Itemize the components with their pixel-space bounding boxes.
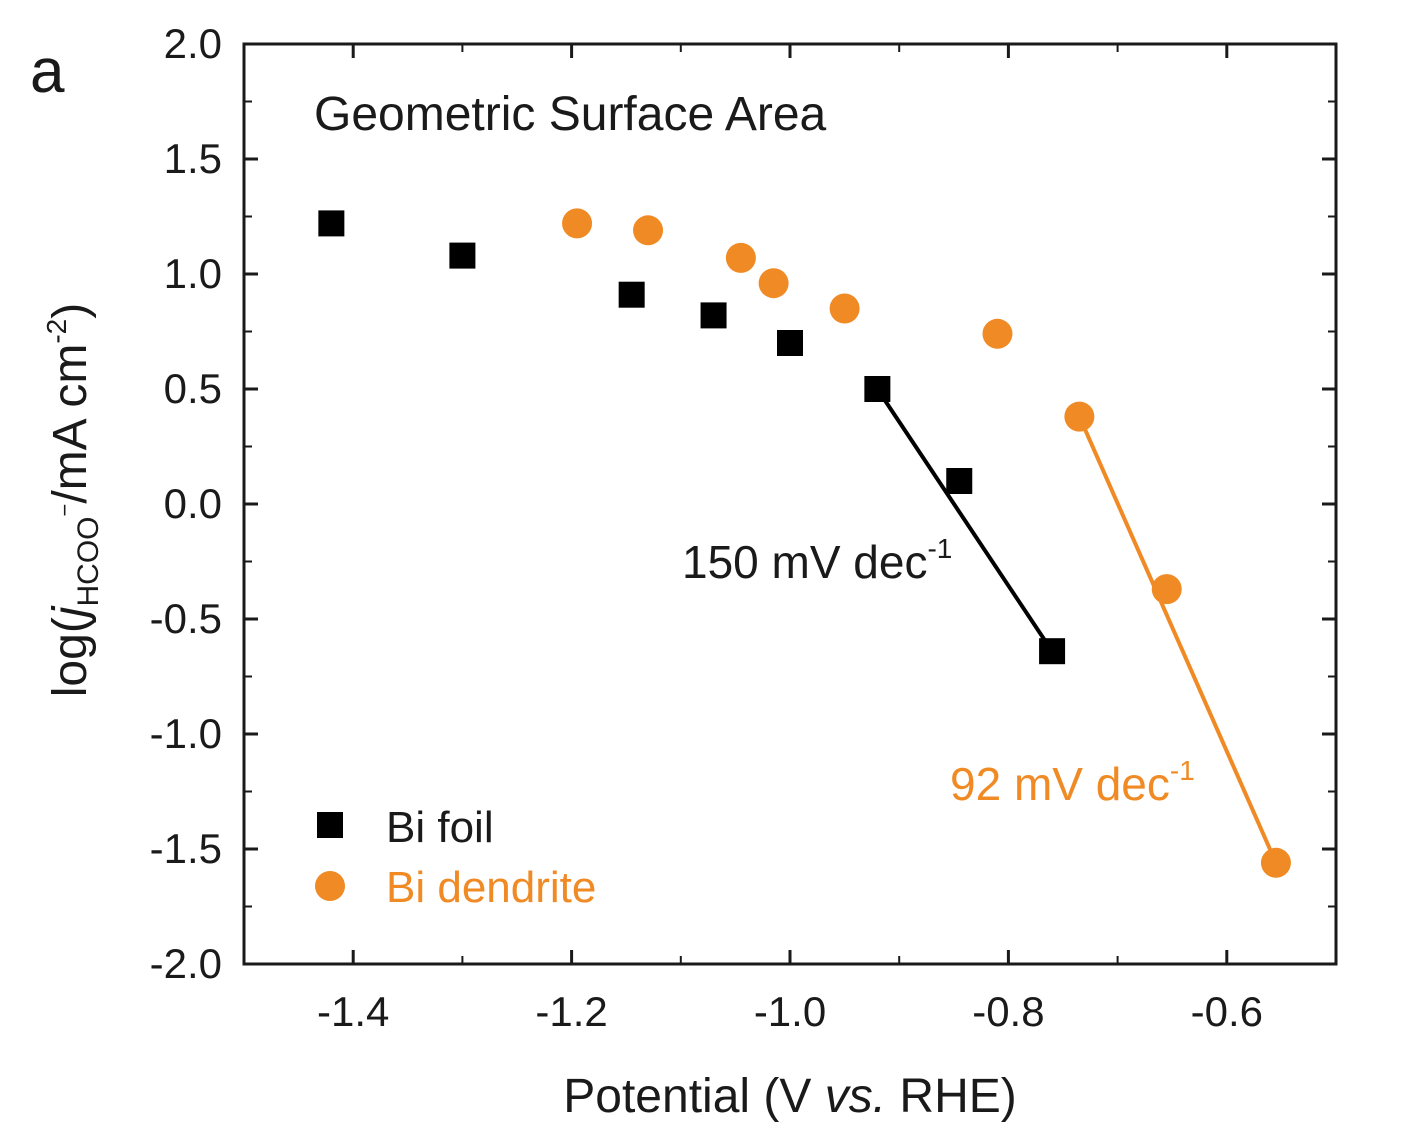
y-tick-label: 0.0 xyxy=(164,480,222,527)
bi-dendrite-point xyxy=(758,268,789,299)
legend-marker-bi-dendrite xyxy=(315,871,345,901)
dendrite-slope-annotation: 92 mV dec-1 xyxy=(950,755,1195,810)
bi-dendrite-point xyxy=(725,242,756,273)
x-axis-ticks: -1.4 -1.2 -1.0 -0.8 -0.6 xyxy=(243,44,1337,1035)
x-axis-title-rest: RHE) xyxy=(886,1070,1017,1123)
foil-slope-value: 150 mV dec xyxy=(682,536,927,588)
x-tick-label: -0.6 xyxy=(1191,988,1263,1035)
x-axis-title-italic: vs. xyxy=(825,1070,886,1123)
x-axis-title: Potential (V vs. RHE) xyxy=(563,1070,1016,1123)
dendrite-slope-exponent: -1 xyxy=(1170,755,1195,786)
chart-title: Geometric Surface Area xyxy=(314,88,827,141)
x-axis-title-main: Potential (V xyxy=(563,1070,824,1123)
legend-marker-bi-foil xyxy=(317,812,343,838)
bi-dendrite-point xyxy=(1064,401,1095,432)
bi-foil-point xyxy=(700,302,727,329)
y-tick-label: 1.0 xyxy=(164,250,222,297)
bi-foil-point xyxy=(946,468,973,494)
x-tick-label: -0.8 xyxy=(972,988,1044,1035)
legend: Bi foil Bi dendrite xyxy=(315,803,596,912)
fit-lines xyxy=(875,387,1278,864)
y-tick-label: 0.5 xyxy=(164,365,222,412)
y-axis-title-suffix: ) xyxy=(44,303,97,319)
x-tick-label: -1.2 xyxy=(535,988,607,1035)
dendrite-slope-value: 92 mV dec xyxy=(950,758,1170,810)
x-tick-label: -1.4 xyxy=(317,988,389,1035)
bi-foil-point xyxy=(1039,638,1066,665)
y-axis-title-superscript: -2 xyxy=(41,319,72,344)
y-axis-title-subscript: HCOO xyxy=(72,517,105,607)
y-axis-title-subscript-sign: − xyxy=(52,504,77,517)
bi-foil-point xyxy=(777,330,803,356)
data-points xyxy=(318,208,1291,878)
legend-label-bi-foil: Bi foil xyxy=(386,803,494,852)
bi-foil-point xyxy=(864,376,891,402)
y-axis-ticks: -2.0 -1.5 -1.0 -0.5 0.0 0.5 1.0 1.5 2.0 xyxy=(150,20,1336,987)
bi-foil-fit-line xyxy=(875,387,1054,653)
foil-slope-exponent: -1 xyxy=(927,533,952,564)
y-tick-label: -2.0 xyxy=(150,940,222,987)
bi-foil-point xyxy=(618,281,645,308)
bi-dendrite-point xyxy=(633,215,664,246)
panel-label: a xyxy=(30,37,65,106)
y-tick-label: -1.0 xyxy=(150,710,222,757)
bi-dendrite-point xyxy=(562,208,593,239)
y-axis-title: log(jHCOO−/mA cm-2) xyxy=(41,303,105,697)
foil-slope-annotation: 150 mV dec-1 xyxy=(682,533,952,588)
y-tick-label: 2.0 xyxy=(164,20,222,67)
bi-foil-point xyxy=(318,210,345,237)
x-tick-label: -1.0 xyxy=(754,988,826,1035)
y-tick-label: 1.5 xyxy=(164,135,222,182)
bi-foil-point xyxy=(449,242,476,269)
bi-dendrite-point xyxy=(1260,847,1291,878)
bi-dendrite-point xyxy=(829,293,860,324)
y-axis-title-prefix: log( xyxy=(44,617,97,697)
y-tick-label: -1.5 xyxy=(150,825,222,872)
y-axis-title-unit: /mA cm xyxy=(44,344,97,504)
bi-dendrite-point xyxy=(982,318,1013,349)
bi-dendrite-point xyxy=(1151,574,1182,605)
legend-label-bi-dendrite: Bi dendrite xyxy=(386,863,596,912)
y-tick-label: -0.5 xyxy=(150,595,222,642)
bi-dendrite-fit-line xyxy=(1077,415,1278,864)
